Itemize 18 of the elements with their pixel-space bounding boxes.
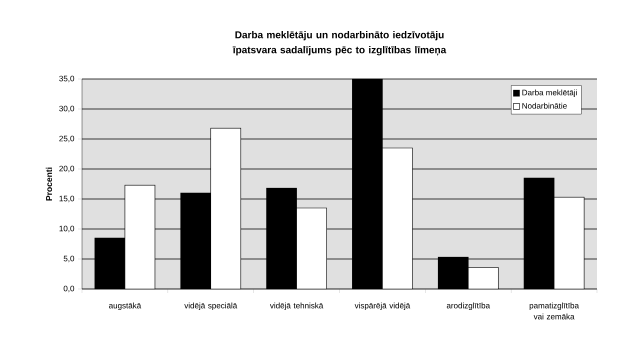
- y-tick-label: 25,0: [59, 136, 74, 142]
- x-tick-label: pamatizglītība vai zemāka: [530, 302, 579, 320]
- legend-label: Nodarbinātie: [522, 102, 567, 109]
- chart-title: Darba meklētāju un nodarbināto iedzīvotāju īpatsvara sadalījums pēc to izglītības līmeņa: [232, 31, 446, 56]
- legend-label: Darba meklētāji: [522, 89, 577, 97]
- y-tick-label: 35,0: [59, 76, 74, 82]
- x-tick-label: vidējā tehniskā: [270, 302, 324, 310]
- x-tick-label: augstākā: [109, 302, 142, 310]
- x-tick-label: vidējā speciālā: [184, 302, 238, 310]
- x-tick-label: arodizglītība: [446, 302, 490, 310]
- y-tick-label: 15,0: [60, 196, 74, 202]
- y-tick-label: 5,0: [64, 256, 74, 262]
- x-tick-label: vispārējā vidējā: [354, 302, 410, 310]
- y-axis-title: Procenti: [46, 168, 52, 200]
- y-tick-label: 10,0: [60, 226, 74, 232]
- y-tick-label: 0,0: [64, 286, 74, 292]
- y-tick-label: 20,0: [59, 166, 74, 172]
- y-tick-label: 30,0: [59, 106, 74, 112]
